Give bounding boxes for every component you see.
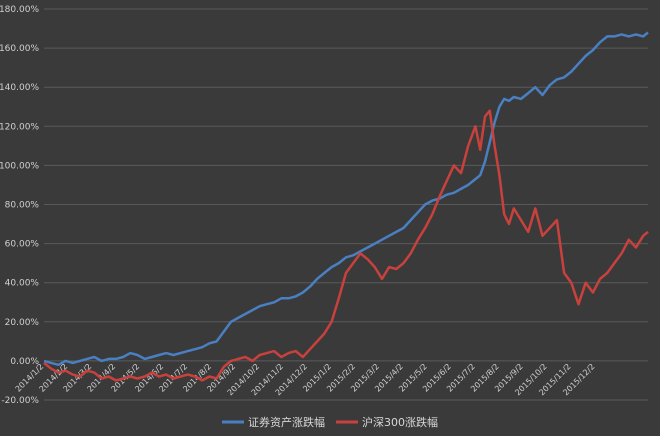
y-tick-label: 120.00%: [0, 122, 39, 132]
legend-label-0: 证券资产涨跌幅: [248, 415, 325, 429]
y-tick-label: 140.00%: [0, 83, 39, 93]
y-tick-label: 20.00%: [5, 318, 40, 328]
legend: 证券资产涨跌幅 沪深300涨跌幅: [222, 415, 438, 429]
y-tick-label: 180.00%: [0, 5, 39, 15]
series-line-1: [43, 109, 649, 382]
y-tick-label: -20.00%: [1, 396, 39, 406]
series-line-0: [43, 31, 649, 367]
y-tick-label: 100.00%: [0, 161, 39, 171]
y-tick-label: 80.00%: [5, 201, 40, 211]
y-axis-ticks: -20.00% 0.00% 20.00% 40.00% 60.00% 80.00% 100.…: [0, 5, 39, 406]
y-tick-label: 40.00%: [5, 279, 40, 289]
y-tick-label: 0.00%: [10, 357, 39, 367]
legend-label-1: 沪深300涨跌幅: [362, 415, 438, 429]
y-tick-label: 60.00%: [5, 240, 40, 250]
y-tick-label: 160.00%: [0, 44, 39, 54]
series-lines: [43, 31, 649, 382]
grid: [44, 8, 648, 401]
